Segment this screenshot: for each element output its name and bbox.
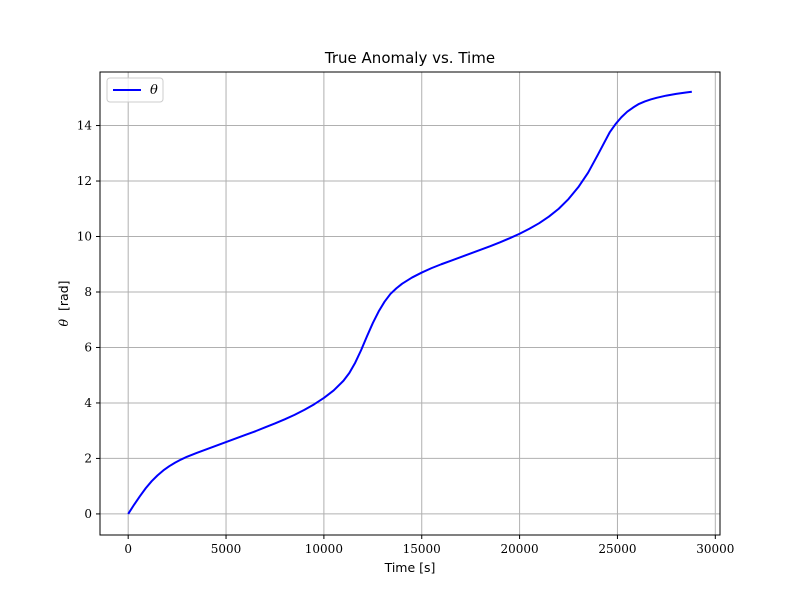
- plot-area-background: [100, 72, 720, 535]
- y-tick-label: 12: [77, 174, 92, 188]
- y-axis-title-unit: [rad]: [56, 280, 71, 311]
- x-tick-label: 30000: [696, 542, 734, 556]
- x-tick-label: 25000: [598, 542, 636, 556]
- legend: θ: [106, 77, 164, 103]
- plot-frame: [99, 71, 721, 536]
- y-axis-title: θ [rad]: [56, 280, 71, 326]
- x-axis: 0 5000 10000 15000 20000 25000 30000: [124, 535, 734, 556]
- x-tick-label: 10000: [305, 542, 343, 556]
- chart-title: True Anomaly vs. Time: [324, 49, 495, 67]
- grid-lines: [100, 72, 720, 535]
- x-tick-label: 20000: [501, 542, 539, 556]
- legend-label: θ: [150, 83, 158, 98]
- y-tick-label: 4: [84, 396, 92, 410]
- y-tick-label: 14: [77, 119, 93, 133]
- x-tick-label: 0: [124, 542, 132, 556]
- x-tick-label: 15000: [403, 542, 441, 556]
- y-tick-label: 0: [84, 507, 92, 521]
- y-tick-label: 2: [84, 451, 92, 465]
- y-axis-title-symbol: θ: [56, 319, 71, 327]
- y-axis: 0 2 4 6 8 10 12 14: [77, 119, 100, 521]
- x-axis-title: Time [s]: [384, 560, 436, 575]
- y-tick-label: 8: [84, 285, 92, 299]
- y-tick-label: 6: [84, 340, 92, 354]
- series-lines: [127, 90, 692, 515]
- series-line-theta: [127, 90, 692, 515]
- x-tick-label: 5000: [211, 542, 242, 556]
- y-tick-label: 10: [77, 230, 92, 244]
